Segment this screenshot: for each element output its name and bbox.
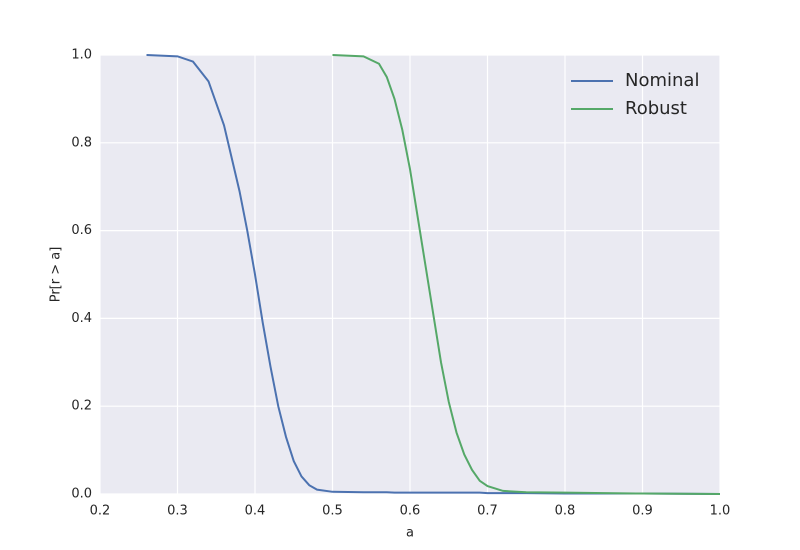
y-tick-label: 0.0 xyxy=(71,487,92,502)
line xyxy=(146,54,721,495)
x-tick-label: 1.0 xyxy=(710,504,731,519)
legend-label: Nominal xyxy=(625,70,699,91)
y-tick-label: 0.6 xyxy=(71,223,92,238)
x-tick-label: 0.3 xyxy=(167,504,188,519)
y-tick-label: 1.0 xyxy=(71,48,92,63)
y-axis-label: Pr[r > a] xyxy=(49,247,64,303)
x-axis-label: a xyxy=(406,526,414,541)
legend-label: Robust xyxy=(625,98,687,119)
y-tick-label: 0.4 xyxy=(71,311,92,326)
x-tick-label: 0.9 xyxy=(632,504,653,519)
x-tick-label: 0.7 xyxy=(477,504,498,519)
x-tick-label: 0.6 xyxy=(400,504,421,519)
x-tick-label: 0.5 xyxy=(322,504,343,519)
x-tick-label: 0.2 xyxy=(90,504,111,519)
legend: Nominal Robust xyxy=(571,70,699,119)
y-tick-label: 0.8 xyxy=(71,135,92,150)
x-tick-label: 0.8 xyxy=(555,504,576,519)
line xyxy=(332,54,721,495)
y-tick-label: 0.2 xyxy=(71,399,92,414)
x-tick-label: 0.4 xyxy=(245,504,266,519)
